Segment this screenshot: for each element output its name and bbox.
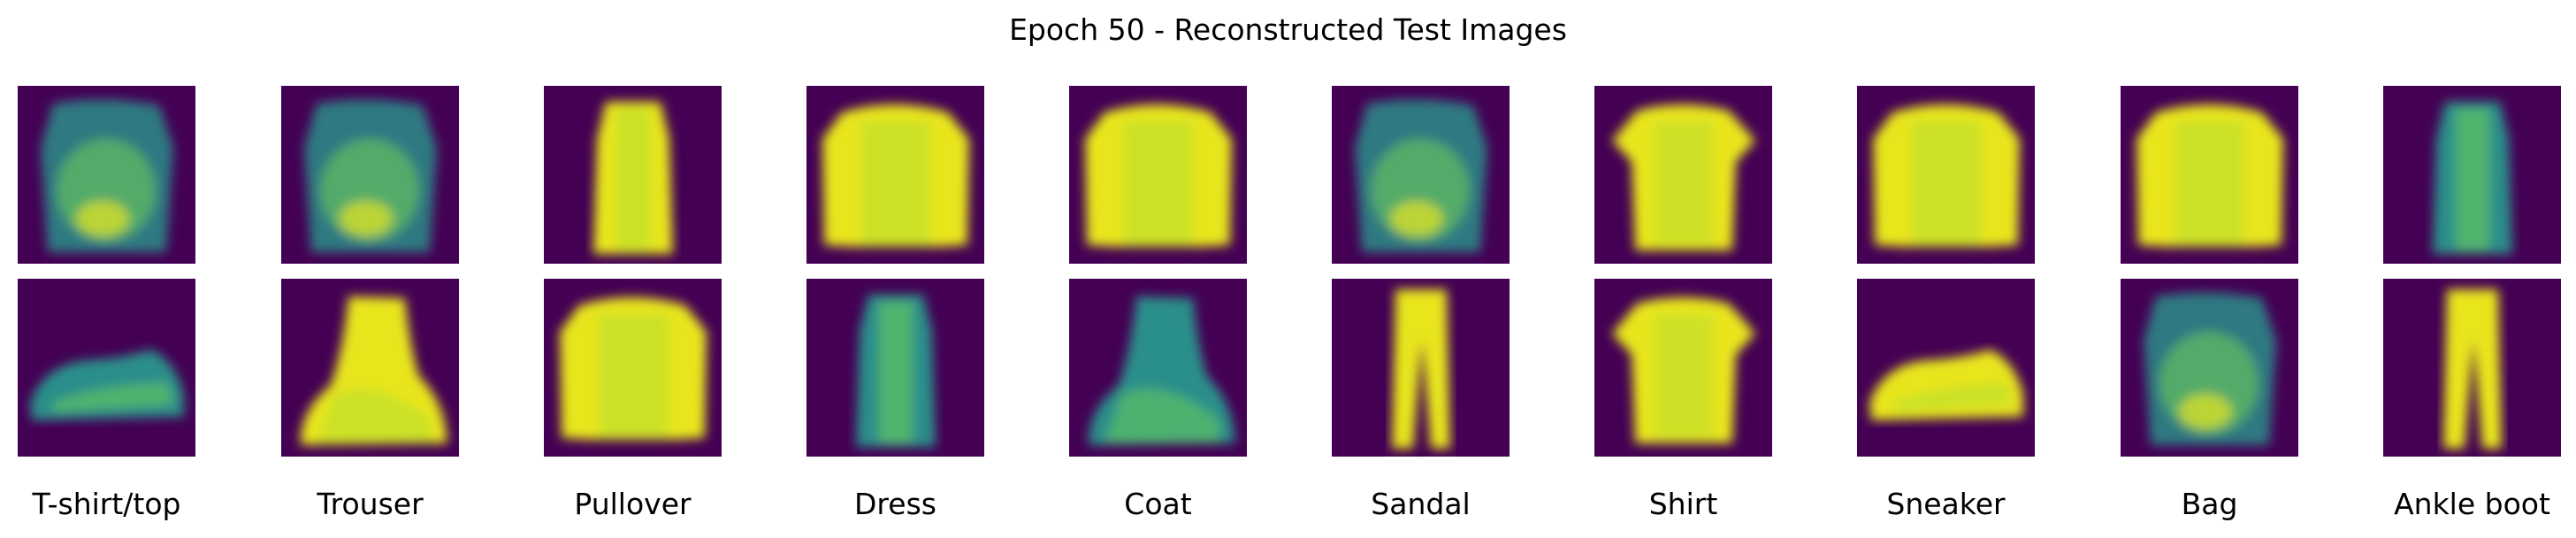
reconstructed-image-top-row-7 xyxy=(1594,86,1772,264)
reconstructed-image-bottom-row-8 xyxy=(1857,279,2035,457)
class-label: Sneaker xyxy=(1886,487,2006,521)
reconstructed-image-bottom-row-1 xyxy=(18,279,195,457)
class-label: Sandal xyxy=(1371,487,1471,521)
reconstruction-tshirt xyxy=(1594,86,1772,264)
reconstructed-image-bottom-row-4 xyxy=(806,279,984,457)
class-label: Dress xyxy=(854,487,936,521)
reconstruction-long-sleeve xyxy=(1069,86,1247,264)
class-label: Coat xyxy=(1124,487,1192,521)
reconstruction-sneaker xyxy=(18,279,195,457)
class-label: T-shirt/top xyxy=(32,487,181,521)
reconstruction-shirt-blob xyxy=(18,86,195,264)
reconstruction-dress xyxy=(2383,86,2561,264)
reconstructed-image-top-row-1 xyxy=(18,86,195,264)
reconstructed-image-top-row-10 xyxy=(2383,86,2561,264)
reconstructed-image-bottom-row-10 xyxy=(2383,279,2561,457)
reconstruction-sneaker xyxy=(1857,279,2035,457)
class-label: Shirt xyxy=(1648,487,1718,521)
reconstruction-tshirt xyxy=(1594,279,1772,457)
reconstructed-image-top-row-9 xyxy=(2121,86,2298,264)
reconstruction-long-sleeve xyxy=(1857,86,2035,264)
reconstruction-shirt-blob xyxy=(2121,279,2298,457)
reconstructed-image-bottom-row-6 xyxy=(1332,279,1510,457)
reconstructed-image-bottom-row-9 xyxy=(2121,279,2298,457)
reconstruction-trouser xyxy=(1332,279,1510,457)
reconstructed-image-bottom-row-5 xyxy=(1069,279,1247,457)
class-label: Pullover xyxy=(574,487,692,521)
figure-title: Epoch 50 - Reconstructed Test Images xyxy=(1009,12,1567,47)
reconstruction-dress xyxy=(806,279,984,457)
reconstruction-boot xyxy=(1069,279,1247,457)
reconstruction-long-sleeve xyxy=(2121,86,2298,264)
reconstruction-long-sleeve xyxy=(544,279,722,457)
class-label: Bag xyxy=(2181,487,2238,521)
reconstructed-image-bottom-row-2 xyxy=(281,279,459,457)
reconstructed-image-top-row-6 xyxy=(1332,86,1510,264)
reconstructed-image-top-row-2 xyxy=(281,86,459,264)
reconstruction-dress xyxy=(544,86,722,264)
reconstructed-image-top-row-4 xyxy=(806,86,984,264)
reconstructed-image-top-row-8 xyxy=(1857,86,2035,264)
reconstructed-image-top-row-3 xyxy=(544,86,722,264)
reconstruction-shirt-blob xyxy=(281,86,459,264)
reconstruction-boot xyxy=(281,279,459,457)
class-label: Ankle boot xyxy=(2394,487,2550,521)
class-label: Trouser xyxy=(317,487,424,521)
reconstructed-image-bottom-row-3 xyxy=(544,279,722,457)
reconstructed-image-bottom-row-7 xyxy=(1594,279,1772,457)
reconstruction-shirt-blob xyxy=(1332,86,1510,264)
reconstructed-image-top-row-5 xyxy=(1069,86,1247,264)
reconstruction-trouser xyxy=(2383,279,2561,457)
reconstruction-long-sleeve xyxy=(806,86,984,264)
